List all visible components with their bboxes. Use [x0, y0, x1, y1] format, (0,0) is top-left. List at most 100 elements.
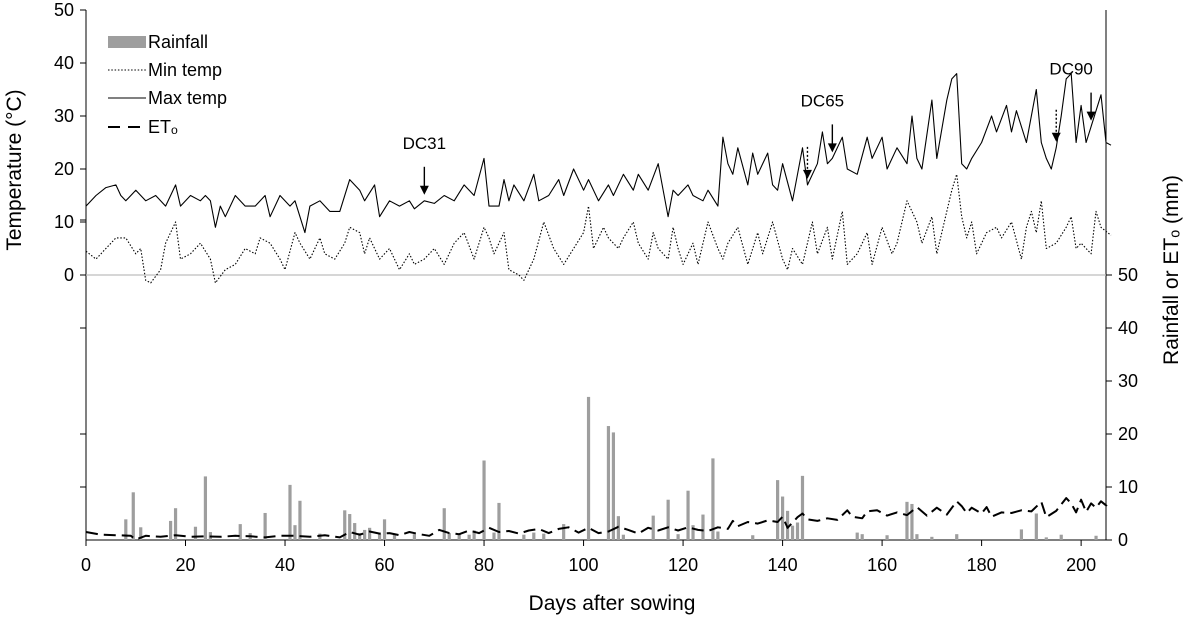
rainfall-bar	[472, 530, 476, 540]
y-right-tick-label: 0	[1118, 530, 1128, 550]
rainfall-bar	[173, 508, 178, 540]
rainfall-bar	[457, 534, 461, 540]
legend-label-min-temp: Min temp	[148, 60, 222, 80]
x-tick-label: 160	[867, 555, 897, 575]
stage-arrowhead	[827, 143, 837, 153]
legend-swatch-rainfall	[108, 36, 146, 48]
y-right-tick-label: 30	[1118, 371, 1138, 391]
rainfall-bar	[343, 510, 347, 540]
series-lines	[85, 73, 1112, 541]
x-tick-label: 0	[81, 555, 91, 575]
stage-label: DC31	[403, 134, 446, 153]
rainfall-bar	[701, 514, 705, 540]
rainfall-bar	[711, 458, 715, 540]
rainfall-bar	[467, 534, 471, 540]
rainfall-bar	[676, 534, 680, 540]
rainfall-bar	[412, 534, 416, 540]
rainfall-bar	[532, 532, 536, 540]
rainfall-bar	[562, 524, 566, 540]
y-right-tick-label: 20	[1118, 424, 1138, 444]
rainfall-bar	[1059, 534, 1063, 540]
rainfall-bar	[686, 490, 690, 540]
rainfall-bar	[353, 523, 357, 540]
rainfall-bar	[930, 536, 934, 540]
stage-label: DC65	[801, 91, 844, 110]
stage-arrowhead	[419, 185, 429, 195]
rainfall-bar	[542, 533, 546, 540]
rainfall-bar	[800, 475, 805, 540]
rainfall-bar	[621, 534, 625, 540]
rainfall-bar	[124, 519, 128, 540]
rainfall-bar	[855, 532, 859, 540]
rainfall-bar	[298, 500, 302, 540]
rainfall-bar	[795, 522, 800, 540]
rainfall-bar	[860, 534, 864, 540]
rainfall-bar	[586, 396, 591, 540]
rainfall-bar	[203, 476, 208, 540]
rainfall-bar	[131, 492, 135, 540]
x-tick-label: 80	[474, 555, 494, 575]
stage-arrowhead	[802, 169, 812, 179]
rainfall-bar	[751, 535, 755, 540]
rainfall-bar	[293, 525, 297, 540]
legend-label-max-temp: Max temp	[148, 88, 227, 108]
rainfall-bar	[442, 508, 446, 540]
stage-annotations: DC31 DC65 DC90	[403, 60, 1096, 195]
y-left-tick-label: 20	[54, 159, 74, 179]
rainfall-bars	[124, 396, 1098, 540]
rainfall-bar	[790, 525, 795, 540]
legend-label-eto: ETₒ	[148, 117, 178, 137]
stage-label: DC90	[1049, 60, 1092, 79]
rainfall-bar	[447, 533, 451, 540]
rainfall-bar	[1094, 535, 1098, 540]
rainfall-bar	[955, 534, 959, 540]
rainfall-bar	[666, 499, 670, 540]
rainfall-bar	[382, 519, 387, 540]
rainfall-bar	[497, 502, 501, 540]
rainfall-bar	[606, 426, 611, 540]
rainfall-bar	[492, 532, 496, 540]
y-right-tick-label: 50	[1118, 265, 1138, 285]
rainfall-bar	[238, 524, 242, 540]
x-tick-label: 200	[1066, 555, 1096, 575]
y-left-tick-label: 10	[54, 212, 74, 232]
y-left-tick-label: 30	[54, 106, 74, 126]
rainfall-bar	[885, 535, 889, 540]
rainfall-bar	[910, 503, 914, 540]
rainfall-bar	[368, 527, 372, 540]
x-axis-title: Days after sowing	[529, 592, 696, 615]
rainfall-bar	[905, 501, 909, 540]
rainfall-bar	[691, 525, 695, 540]
y-left-tick-label: 40	[54, 53, 74, 73]
stage-arrowhead	[1086, 111, 1096, 121]
legend: Rainfall Min temp Max temp ETₒ	[108, 32, 227, 137]
min-temp-line	[85, 173, 1112, 284]
rainfall-bar	[522, 534, 526, 540]
rainfall-bar	[611, 432, 616, 540]
rainfall-bar	[348, 514, 352, 540]
legend-label-rainfall: Rainfall	[148, 32, 208, 52]
x-tick-label: 180	[967, 555, 997, 575]
rainfall-bar	[1044, 537, 1048, 540]
x-tick-label: 60	[375, 555, 395, 575]
x-tick-label: 40	[275, 555, 295, 575]
y-right-tick-label: 10	[1118, 477, 1138, 497]
stage-arrowhead	[1051, 132, 1061, 142]
x-tick-label: 100	[569, 555, 599, 575]
x-tick-label: 120	[668, 555, 698, 575]
rainfall-bar	[358, 533, 362, 540]
y-axis-right-title: Rainfall or ETₒ (mm)	[1160, 175, 1183, 365]
rainfall-bar	[651, 515, 655, 540]
y-left-tick-label: 0	[64, 265, 74, 285]
rainfall-bar	[482, 460, 486, 540]
rainfall-bar	[263, 512, 267, 540]
axes: 0 20 40 60 80 100 120 140 160 180 200 0 10 20 30 40 50 0 1…	[54, 0, 1138, 575]
rainfall-bar	[288, 484, 292, 540]
rainfall-bar	[139, 527, 143, 540]
rainfall-bar	[168, 520, 173, 540]
rainfall-bar	[363, 529, 367, 540]
rainfall-bar	[915, 534, 919, 540]
x-tick-label: 140	[768, 555, 798, 575]
rainfall-bar	[716, 531, 720, 540]
